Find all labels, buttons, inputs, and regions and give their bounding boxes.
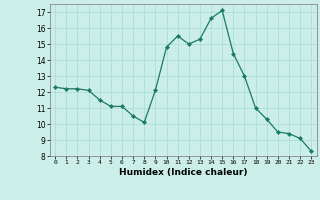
- X-axis label: Humidex (Indice chaleur): Humidex (Indice chaleur): [119, 168, 247, 177]
